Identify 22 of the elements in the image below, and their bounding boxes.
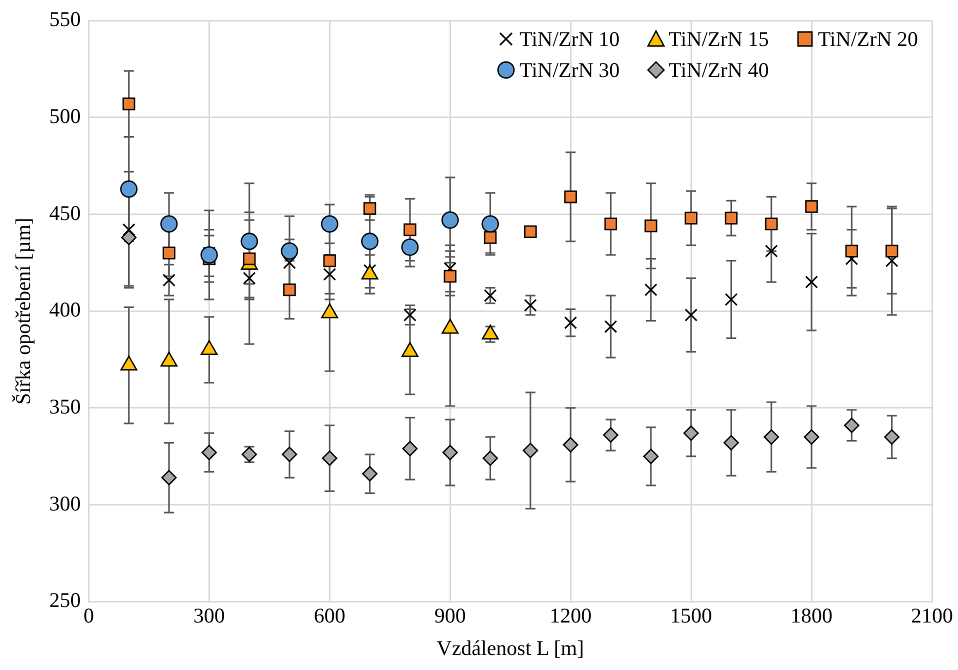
legend-label: TiN/ZrN 30 <box>519 58 620 83</box>
legend-label: TiN/ZrN 40 <box>668 58 769 83</box>
x-tick-label: 1500 <box>670 604 712 628</box>
x-tick-label: 1800 <box>790 604 833 628</box>
x-tick-label: 600 <box>314 604 346 628</box>
x-tick-label: 900 <box>434 604 466 628</box>
y-tick-label: 400 <box>49 298 81 322</box>
y-tick-label: 450 <box>49 200 81 225</box>
legend-label: TiN/ZrN 10 <box>519 26 620 52</box>
y-tick-label: 350 <box>49 394 81 418</box>
y-axis-title: Šířka opotřebení [µm] <box>11 218 36 405</box>
x-tick-label: 300 <box>193 604 225 628</box>
legend-label: TiN/ZrN 20 <box>818 26 918 52</box>
x-tick-label: 1200 <box>550 604 592 628</box>
x-axis-title: Vzdálenost L [m] <box>436 636 584 660</box>
legend-label: TiN/ZrN 15 <box>668 26 769 52</box>
x-tick-label: 2100 <box>911 604 953 628</box>
y-tick-label: 300 <box>49 491 81 516</box>
x-tick-label: 0 <box>83 604 94 628</box>
y-tick-label: 550 <box>49 7 81 32</box>
y-tick-label: 500 <box>49 104 81 128</box>
y-tick-label: 250 <box>49 588 81 612</box>
